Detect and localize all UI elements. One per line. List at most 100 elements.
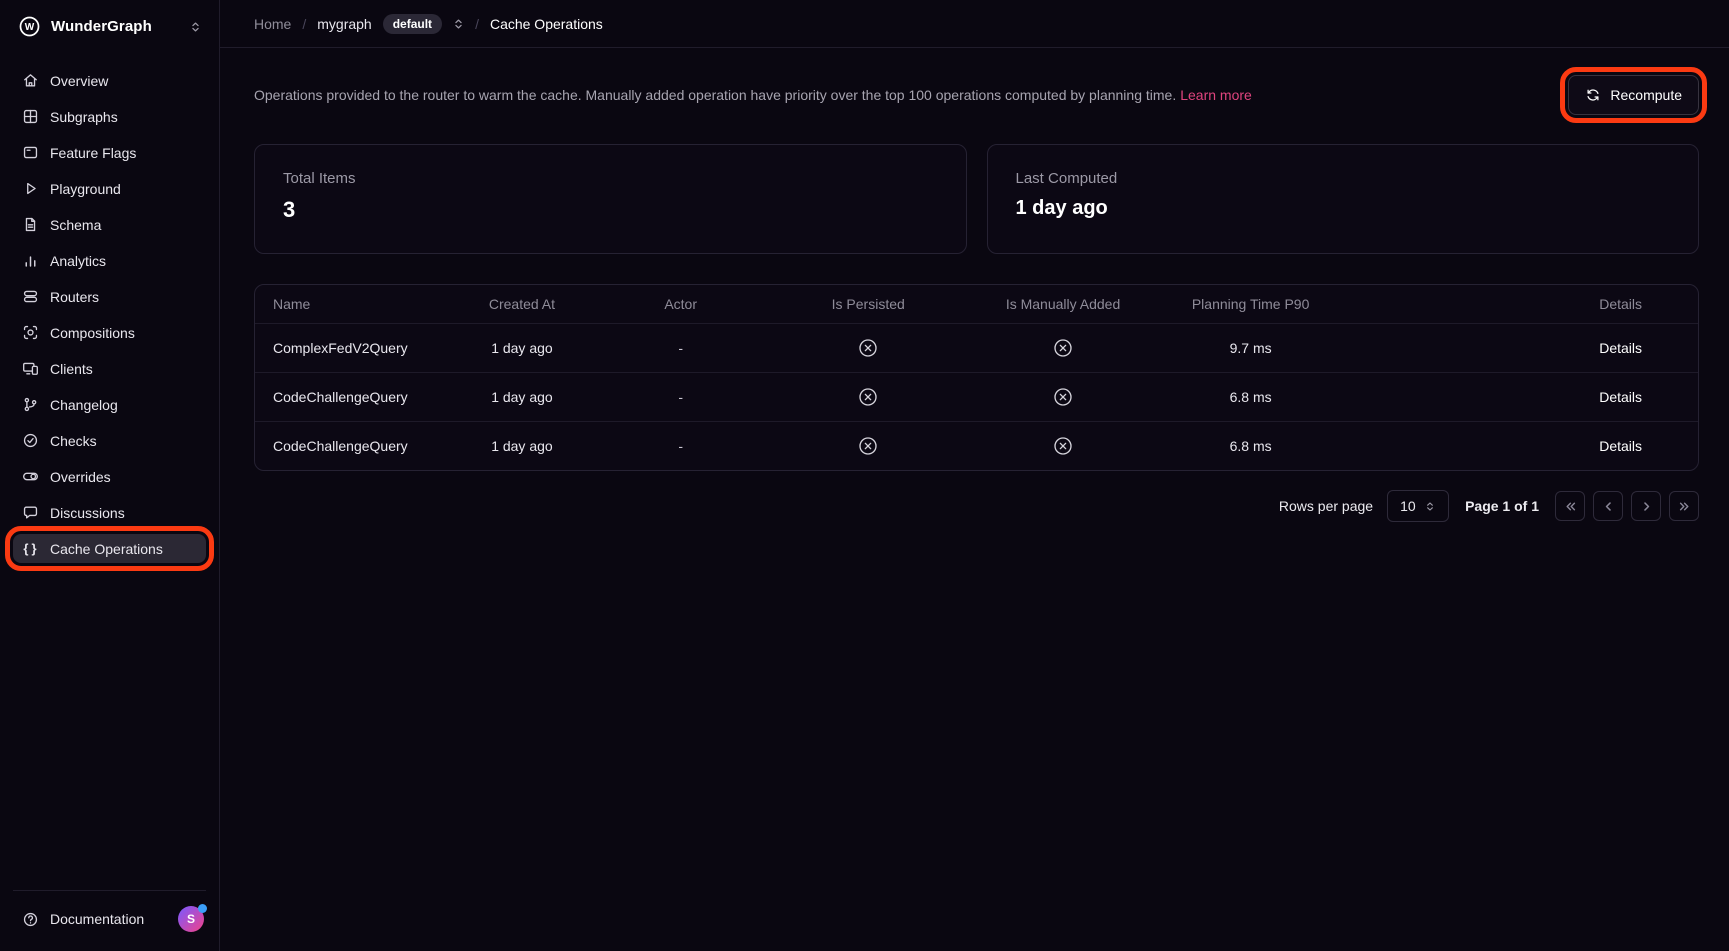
cell-planning-time: 6.8 ms — [1149, 371, 1352, 421]
sidebar-item-checks[interactable]: Checks — [13, 426, 206, 455]
cell-details: Details — [1351, 420, 1698, 470]
details-link[interactable]: Details — [1599, 388, 1642, 405]
sidebar-item-label: Checks — [50, 432, 97, 449]
card-value: 1 day ago — [1015, 197, 1108, 219]
focus-icon — [22, 324, 39, 341]
sidebar-item-feature-flags[interactable]: Feature Flags — [13, 138, 206, 167]
sidebar-item-overview[interactable]: Overview — [13, 66, 206, 95]
cell-name: CodeChallengeQuery — [255, 371, 443, 421]
documentation-link[interactable]: Documentation — [15, 911, 144, 928]
table-row: CodeChallengeQuery 1 day ago - 6.8 ms De… — [255, 420, 1698, 470]
chevron-updown-icon — [190, 21, 201, 33]
recompute-label: Recompute — [1610, 87, 1682, 103]
cell-planning-time: 9.7 ms — [1149, 322, 1352, 372]
cell-is-manually-added — [976, 322, 1150, 372]
breadcrumb-current: Cache Operations — [489, 15, 603, 32]
sidebar-item-cache-operations[interactable]: { } Cache Operations — [5, 526, 214, 571]
wundergraph-logo-icon: W — [18, 15, 41, 38]
toggle-icon — [22, 468, 39, 485]
message-icon — [22, 504, 39, 521]
notification-dot — [198, 904, 207, 913]
breadcrumb: Home / mygraph default / Cache Operation… — [220, 0, 1729, 48]
table-row: ComplexFedV2Query 1 day ago - 9.7 ms Det… — [255, 322, 1698, 372]
description-text: Operations provided to the router to war… — [254, 87, 1177, 103]
operations-table: Name Created At Actor Is Persisted Is Ma… — [254, 284, 1699, 471]
play-icon — [22, 180, 39, 197]
cell-actor: - — [601, 420, 761, 470]
page-content: Operations provided to the router to war… — [220, 48, 1729, 522]
next-page-button[interactable] — [1631, 491, 1661, 521]
sidebar-nav: Overview Subgraphs Feature Flags Playgro… — [5, 66, 214, 571]
page-info: Page 1 of 1 — [1465, 498, 1539, 514]
sidebar-item-label: Analytics — [50, 252, 107, 269]
server-icon — [22, 288, 39, 305]
table-row: CodeChallengeQuery 1 day ago - 6.8 ms De… — [255, 371, 1698, 421]
chevron-right-icon — [1643, 501, 1649, 511]
column-header-details: Details — [1599, 295, 1642, 312]
pagination: Rows per page 10 Page 1 of 1 — [254, 490, 1699, 522]
table-header-row: Name Created At Actor Is Persisted Is Ma… — [255, 285, 1698, 323]
sidebar-item-label: Overview — [50, 72, 109, 89]
details-link[interactable]: Details — [1599, 437, 1642, 454]
card-label: Total Items — [283, 170, 356, 187]
sidebar-item-label: Feature Flags — [50, 144, 137, 161]
sidebar: W WunderGraph Overview Subgraphs Feature… — [0, 0, 220, 951]
breadcrumb-home[interactable]: Home — [254, 15, 292, 32]
cell-name: CodeChallengeQuery — [255, 420, 443, 470]
sidebar-item-label: Routers — [50, 288, 100, 305]
chevrons-right-icon — [1679, 502, 1688, 510]
chevrons-left-icon — [1566, 502, 1575, 510]
sidebar-item-schema[interactable]: Schema — [13, 210, 206, 239]
breadcrumb-graph[interactable]: mygraph — [317, 15, 372, 32]
question-circle-icon — [22, 911, 39, 928]
graph-selector-chevron-icon[interactable] — [453, 18, 464, 30]
svg-text:W: W — [25, 22, 35, 33]
avatar[interactable]: S — [178, 904, 207, 932]
cell-is-manually-added — [976, 371, 1150, 421]
rows-per-page-value: 10 — [1400, 498, 1416, 514]
sidebar-item-playground[interactable]: Playground — [13, 174, 206, 203]
sidebar-item-overrides[interactable]: Overrides — [13, 462, 206, 491]
graph-badge[interactable]: default — [382, 13, 443, 34]
cell-is-persisted — [760, 420, 977, 470]
card-value: 3 — [283, 197, 296, 222]
sidebar-item-label: Overrides — [50, 468, 111, 485]
sidebar-item-clients[interactable]: Clients — [13, 354, 206, 383]
column-header-is-persisted: Is Persisted — [831, 295, 905, 312]
rows-per-page-select[interactable]: 10 — [1387, 490, 1450, 522]
file-text-icon — [22, 216, 39, 233]
last-page-button[interactable] — [1669, 491, 1699, 521]
cell-created-at: 1 day ago — [442, 322, 602, 372]
column-header-planning-time-p90: Planning Time P90 — [1191, 295, 1310, 312]
braces-icon: { } — [23, 541, 38, 556]
column-header-is-manually-added: Is Manually Added — [1005, 295, 1121, 312]
first-page-button[interactable] — [1555, 491, 1585, 521]
chevron-left-icon — [1605, 501, 1611, 511]
sidebar-item-analytics[interactable]: Analytics — [13, 246, 206, 275]
cell-planning-time: 6.8 ms — [1149, 420, 1352, 470]
org-switcher[interactable]: W WunderGraph — [13, 13, 206, 40]
sidebar-item-routers[interactable]: Routers — [13, 282, 206, 311]
learn-more-link[interactable]: Learn more — [1180, 87, 1252, 103]
recompute-button[interactable]: Recompute — [1560, 67, 1707, 123]
bar-chart-icon — [22, 252, 39, 269]
card-label: Last Computed — [1015, 170, 1118, 187]
cell-is-persisted — [760, 322, 977, 372]
sidebar-item-discussions[interactable]: Discussions — [13, 498, 206, 527]
sidebar-item-subgraphs[interactable]: Subgraphs — [13, 102, 206, 131]
column-header-actor: Actor — [664, 295, 697, 312]
circle-x-icon — [1053, 387, 1073, 407]
home-icon — [22, 72, 39, 89]
cell-is-manually-added — [976, 420, 1150, 470]
previous-page-button[interactable] — [1593, 491, 1623, 521]
sidebar-item-compositions[interactable]: Compositions — [13, 318, 206, 347]
column-header-name: Name — [273, 295, 311, 312]
git-branch-icon — [22, 396, 39, 413]
stats-cards: Total Items 3 Last Computed 1 day ago — [254, 144, 1699, 254]
sidebar-item-changelog[interactable]: Changelog — [13, 390, 206, 419]
details-link[interactable]: Details — [1599, 339, 1642, 356]
cell-created-at: 1 day ago — [442, 420, 602, 470]
sidebar-item-label: Discussions — [50, 504, 125, 521]
grid-icon — [22, 108, 39, 125]
rows-per-page-label: Rows per page — [1278, 498, 1374, 514]
